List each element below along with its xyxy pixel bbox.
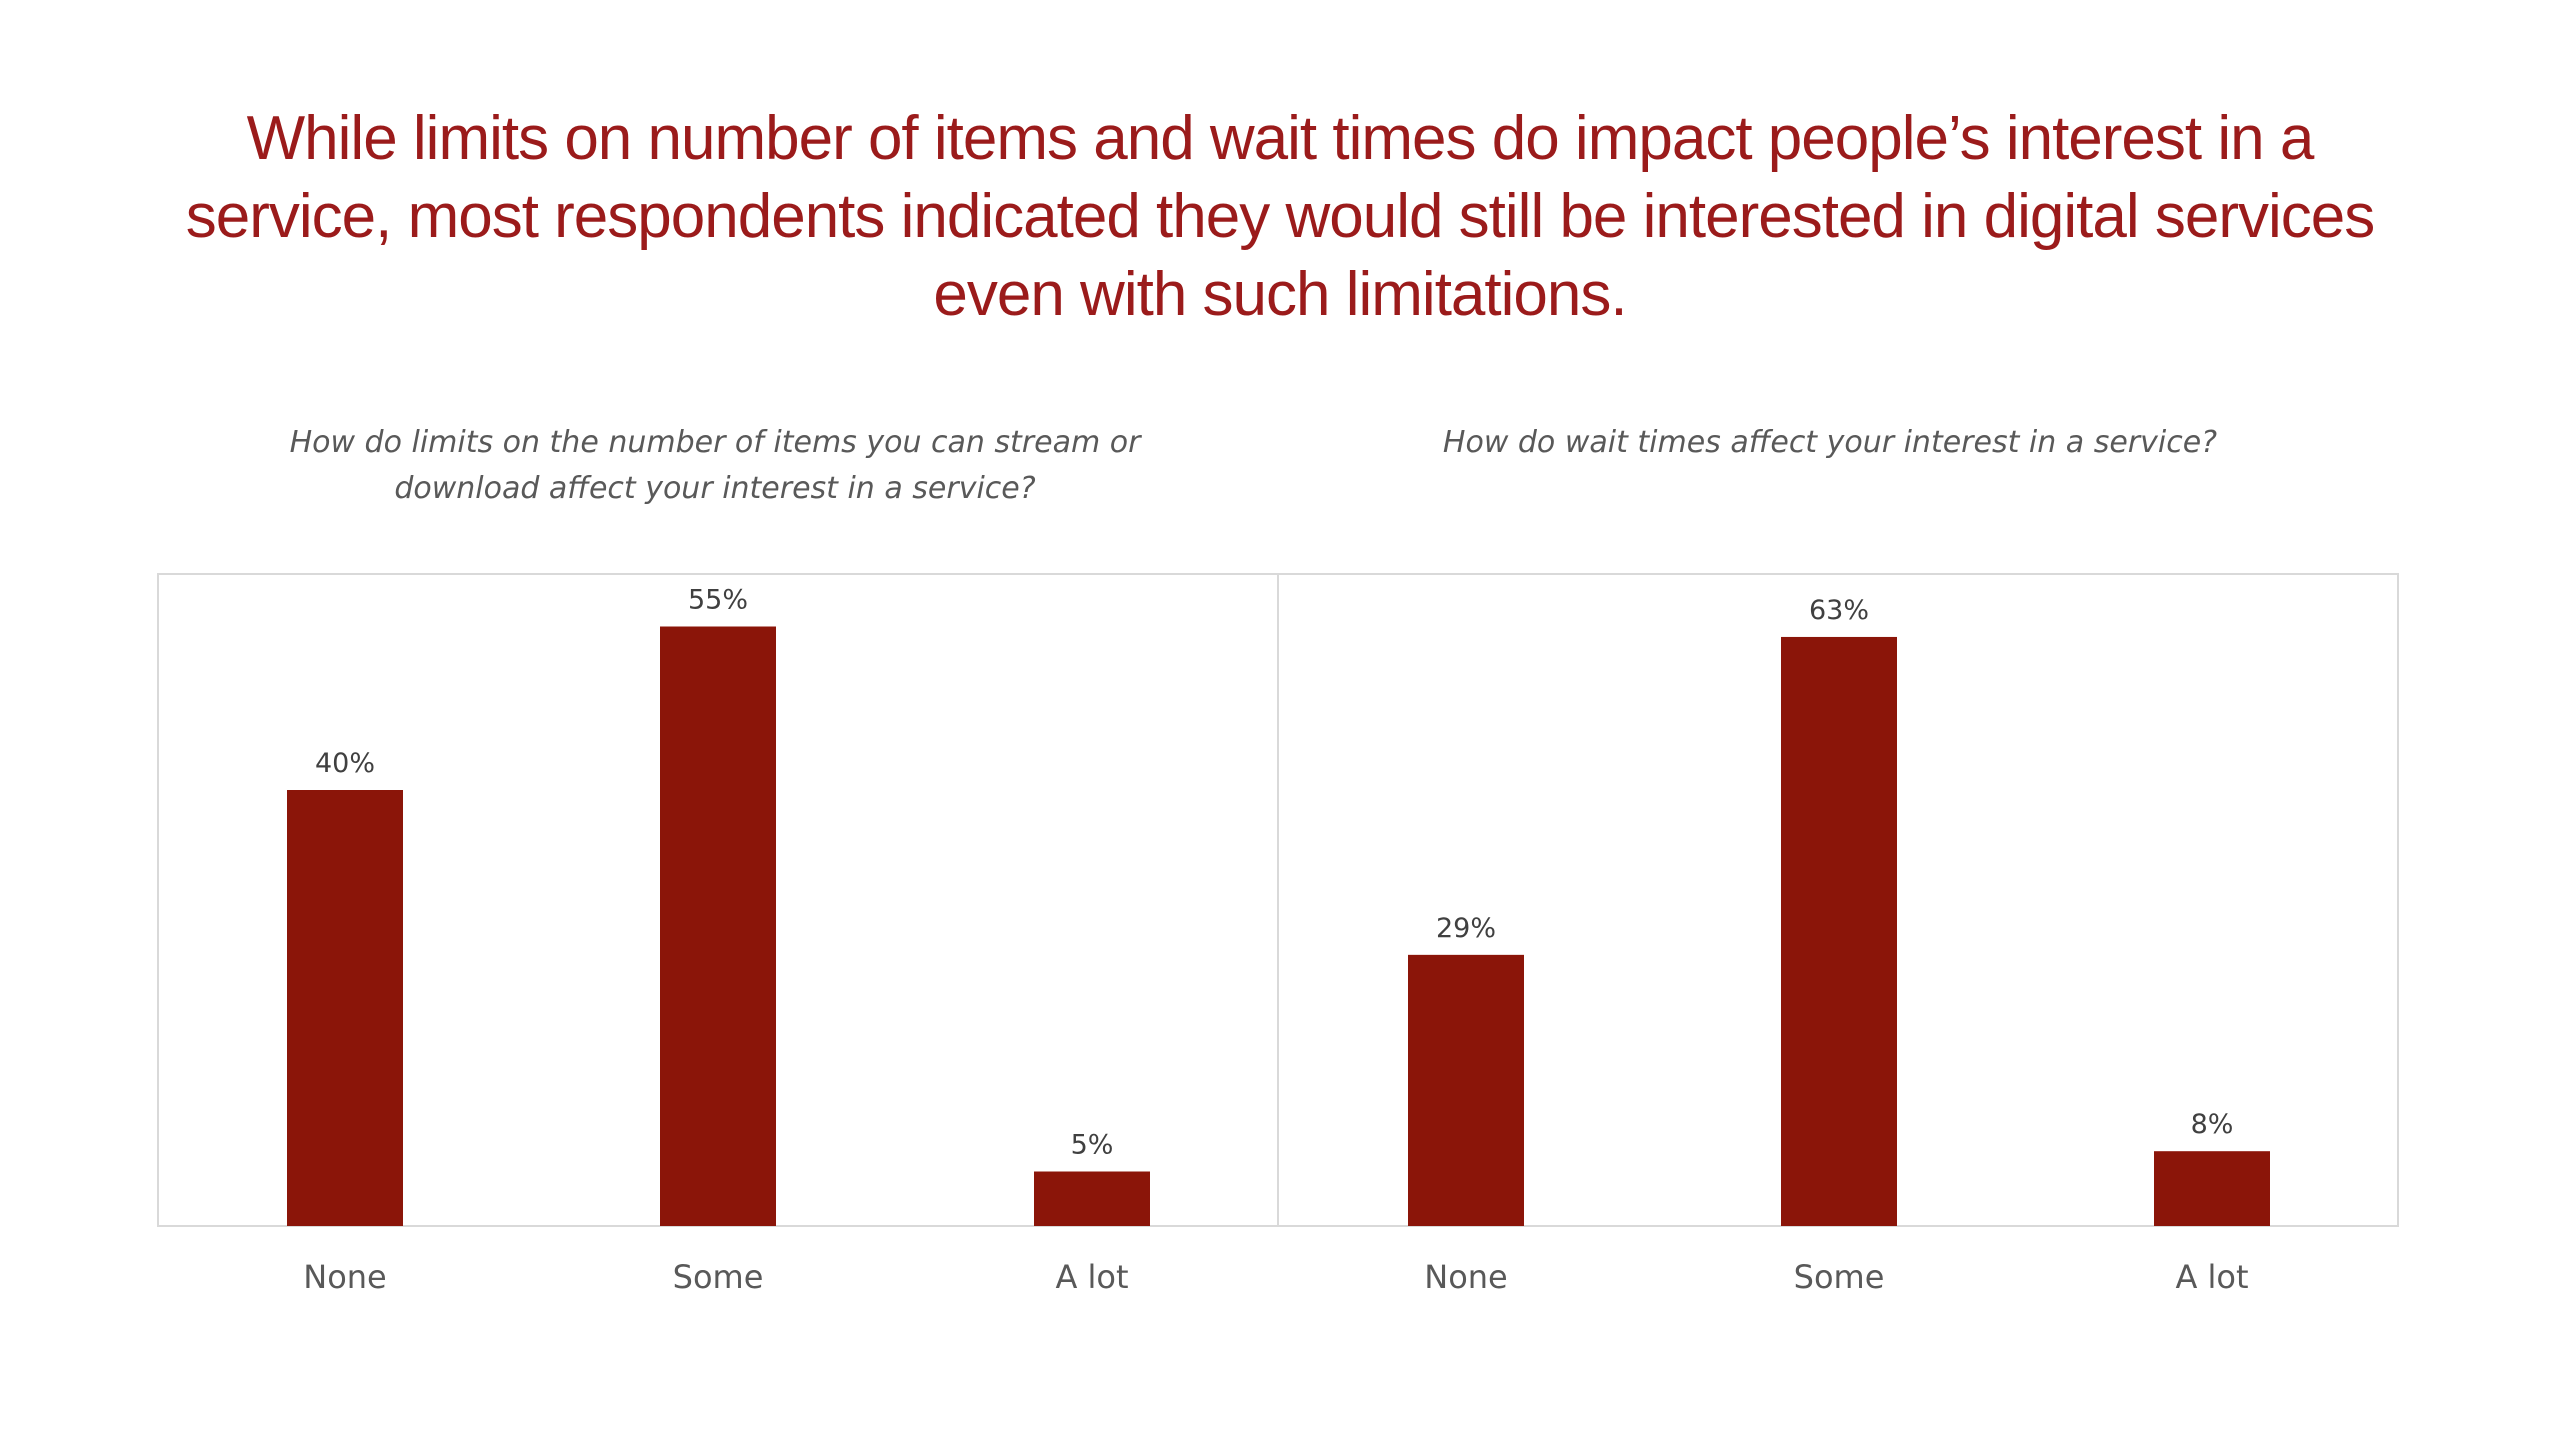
bar-item-limits-some xyxy=(660,626,776,1226)
data-label-item-limits-some: 55% xyxy=(688,585,748,616)
data-label-item-limits-a-lot: 5% xyxy=(1071,1130,1114,1161)
category-label-wait-times-none: None xyxy=(1424,1258,1507,1296)
category-label-wait-times-some: Some xyxy=(1794,1258,1885,1296)
bar-chart-item-limits: 40% None 55% Some 5% A lot xyxy=(287,585,1150,1296)
data-label-wait-times-a-lot: 8% xyxy=(2191,1109,2234,1140)
data-label-wait-times-none: 29% xyxy=(1436,913,1496,944)
bar-chart-wait-times: 29% None 63% Some 8% A lot xyxy=(1408,595,2270,1296)
category-label-item-limits-some: Some xyxy=(673,1258,764,1296)
chart-title-item-limits: How do limits on the number of items you… xyxy=(289,425,1141,506)
data-label-wait-times-some: 63% xyxy=(1809,595,1869,626)
data-label-item-limits-none: 40% xyxy=(315,748,375,779)
bar-item-limits-a-lot xyxy=(1034,1171,1150,1226)
chart-title-wait-times: How do wait times affect your interest i… xyxy=(1442,425,2218,460)
bar-wait-times-a-lot xyxy=(2154,1151,2270,1226)
bar-wait-times-none xyxy=(1408,954,1524,1226)
slide-title: While limits on number of items and wait… xyxy=(185,104,2375,329)
bar-item-limits-none xyxy=(287,790,403,1226)
category-label-item-limits-none: None xyxy=(303,1258,386,1296)
category-label-wait-times-a-lot: A lot xyxy=(2175,1258,2248,1296)
category-label-item-limits-a-lot: A lot xyxy=(1055,1258,1128,1296)
bar-wait-times-some xyxy=(1781,636,1897,1226)
